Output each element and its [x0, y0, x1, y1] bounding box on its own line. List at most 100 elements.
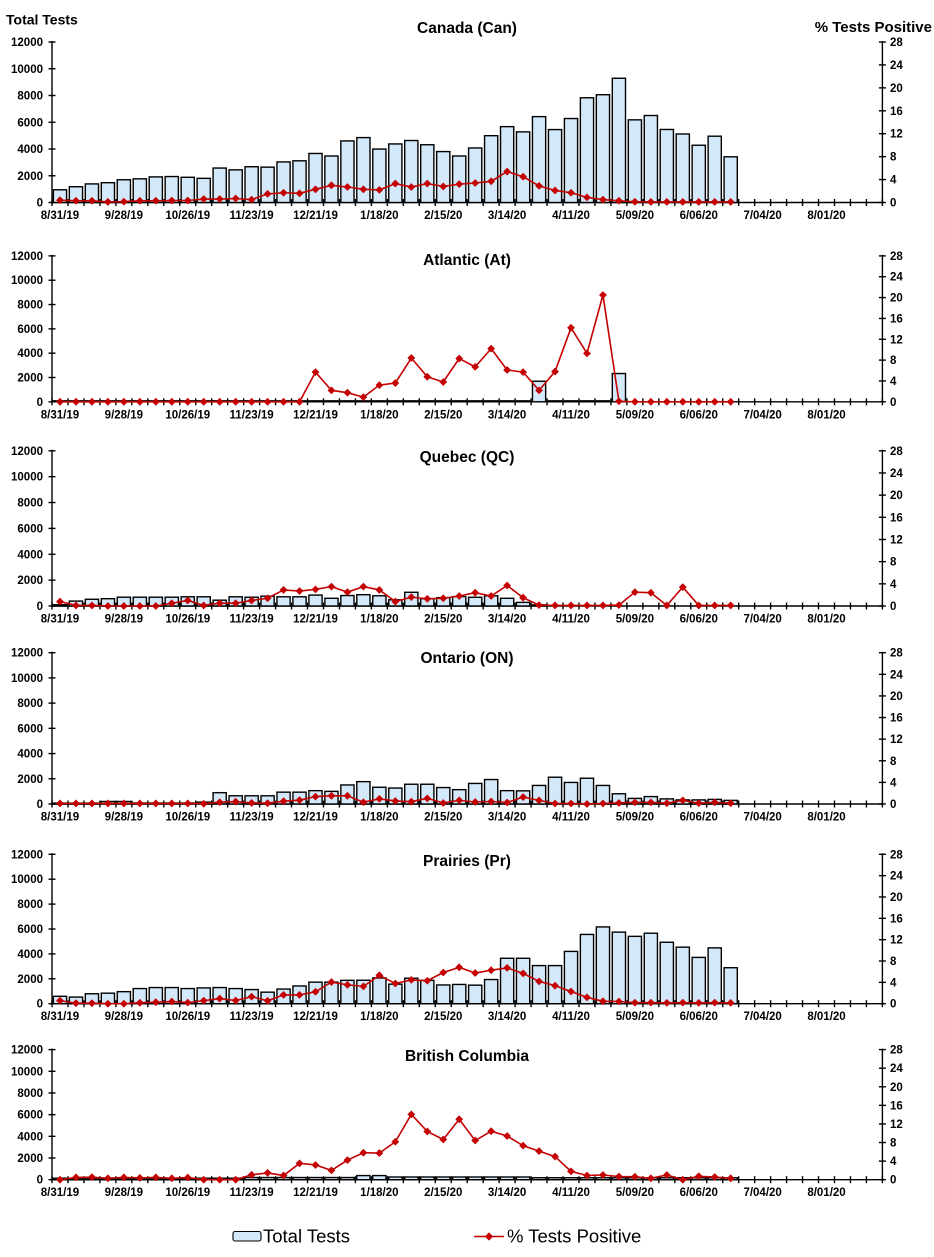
svg-text:4/11/20: 4/11/20	[552, 210, 590, 222]
svg-text:0: 0	[890, 799, 896, 811]
svg-text:24: 24	[890, 871, 903, 883]
svg-text:24: 24	[890, 669, 903, 681]
svg-text:4: 4	[890, 175, 897, 187]
svg-text:12: 12	[890, 935, 903, 947]
svg-text:10000: 10000	[11, 874, 43, 886]
svg-text:8000: 8000	[17, 300, 43, 312]
svg-text:8/31/19: 8/31/19	[41, 1187, 79, 1199]
svg-text:1/18/20: 1/18/20	[360, 409, 398, 421]
svg-text:6/06/20: 6/06/20	[680, 409, 718, 421]
svg-text:2/15/20: 2/15/20	[424, 812, 462, 824]
svg-text:4000: 4000	[17, 1131, 43, 1143]
svg-text:% Tests Positive: % Tests Positive	[507, 1226, 641, 1247]
svg-text:0: 0	[890, 999, 896, 1011]
svg-text:2/15/20: 2/15/20	[424, 210, 462, 222]
svg-text:12/21/19: 12/21/19	[293, 210, 338, 222]
svg-text:3/14/20: 3/14/20	[488, 1187, 526, 1199]
svg-text:3/14/20: 3/14/20	[488, 210, 526, 222]
svg-text:2000: 2000	[17, 575, 43, 587]
svg-text:2/15/20: 2/15/20	[424, 614, 462, 626]
svg-text:1/18/20: 1/18/20	[360, 1187, 398, 1199]
svg-text:10000: 10000	[11, 673, 43, 685]
svg-text:8: 8	[890, 1138, 897, 1150]
svg-text:4/11/20: 4/11/20	[552, 812, 590, 824]
svg-text:6/06/20: 6/06/20	[680, 812, 718, 824]
svg-text:5/09/20: 5/09/20	[616, 614, 654, 626]
svg-text:7/04/20: 7/04/20	[743, 1187, 781, 1199]
svg-text:8/31/19: 8/31/19	[41, 1011, 79, 1023]
svg-text:7/04/20: 7/04/20	[743, 1011, 781, 1023]
svg-text:12000: 12000	[11, 251, 43, 263]
svg-text:8/31/19: 8/31/19	[41, 210, 79, 222]
svg-text:4000: 4000	[17, 348, 43, 360]
svg-text:12/21/19: 12/21/19	[293, 1187, 338, 1199]
svg-text:2/15/20: 2/15/20	[424, 1011, 462, 1023]
svg-text:10/26/19: 10/26/19	[165, 210, 210, 222]
svg-text:12/21/19: 12/21/19	[293, 812, 338, 824]
svg-text:10/26/19: 10/26/19	[165, 614, 210, 626]
svg-text:16: 16	[890, 313, 903, 325]
svg-text:7/04/20: 7/04/20	[743, 614, 781, 626]
svg-text:12000: 12000	[11, 1045, 43, 1057]
svg-text:12: 12	[890, 734, 903, 746]
svg-text:8/01/20: 8/01/20	[807, 1187, 845, 1199]
svg-text:20: 20	[890, 490, 903, 502]
svg-text:2/15/20: 2/15/20	[424, 409, 462, 421]
svg-text:5/09/20: 5/09/20	[616, 1187, 654, 1199]
svg-text:0: 0	[37, 1175, 43, 1187]
svg-text:8: 8	[890, 756, 897, 768]
svg-text:28: 28	[890, 1045, 903, 1057]
svg-text:Canada (Can): Canada (Can)	[417, 20, 517, 37]
svg-text:28: 28	[890, 37, 903, 49]
svg-text:6000: 6000	[17, 1110, 43, 1122]
svg-text:12: 12	[890, 129, 903, 141]
svg-text:9/28/19: 9/28/19	[105, 409, 143, 421]
svg-text:6/06/20: 6/06/20	[680, 1011, 718, 1023]
svg-text:8/01/20: 8/01/20	[807, 210, 845, 222]
svg-text:10000: 10000	[11, 1066, 43, 1078]
svg-text:12/21/19: 12/21/19	[293, 409, 338, 421]
svg-text:12000: 12000	[11, 849, 43, 861]
svg-text:6000: 6000	[17, 723, 43, 735]
svg-text:7/04/20: 7/04/20	[743, 409, 781, 421]
svg-text:24: 24	[890, 468, 903, 480]
svg-text:2/15/20: 2/15/20	[424, 1187, 462, 1199]
svg-text:20: 20	[890, 691, 903, 703]
svg-text:1/18/20: 1/18/20	[360, 1011, 398, 1023]
svg-text:2000: 2000	[17, 372, 43, 384]
svg-text:3/14/20: 3/14/20	[488, 409, 526, 421]
svg-text:16: 16	[890, 913, 903, 925]
svg-text:9/28/19: 9/28/19	[105, 1011, 143, 1023]
svg-text:8/01/20: 8/01/20	[807, 409, 845, 421]
svg-text:4000: 4000	[17, 749, 43, 761]
svg-text:6000: 6000	[17, 523, 43, 535]
svg-text:12/21/19: 12/21/19	[293, 614, 338, 626]
svg-text:6/06/20: 6/06/20	[680, 1187, 718, 1199]
svg-text:4000: 4000	[17, 949, 43, 961]
svg-text:7/04/20: 7/04/20	[743, 812, 781, 824]
svg-text:28: 28	[890, 446, 903, 458]
svg-text:British Columbia: British Columbia	[405, 1048, 529, 1065]
svg-text:11/23/19: 11/23/19	[230, 614, 274, 626]
svg-text:10000: 10000	[11, 64, 43, 76]
svg-text:1/18/20: 1/18/20	[360, 210, 398, 222]
svg-text:2000: 2000	[17, 774, 43, 786]
svg-text:16: 16	[890, 1100, 903, 1112]
svg-text:5/09/20: 5/09/20	[616, 1011, 654, 1023]
svg-text:12: 12	[890, 534, 903, 546]
svg-text:12: 12	[890, 334, 903, 346]
svg-text:10/26/19: 10/26/19	[165, 1011, 210, 1023]
svg-text:8: 8	[890, 956, 897, 968]
svg-text:20: 20	[890, 892, 903, 904]
svg-text:0: 0	[37, 799, 43, 811]
svg-text:3/14/20: 3/14/20	[488, 812, 526, 824]
svg-text:5/09/20: 5/09/20	[616, 210, 654, 222]
svg-text:0: 0	[37, 999, 43, 1011]
svg-text:4: 4	[890, 1156, 897, 1168]
svg-text:Quebec (QC): Quebec (QC)	[420, 449, 515, 466]
svg-text:28: 28	[890, 251, 903, 263]
svg-text:2000: 2000	[17, 974, 43, 986]
svg-text:16: 16	[890, 512, 903, 524]
svg-text:9/28/19: 9/28/19	[105, 812, 143, 824]
svg-text:11/23/19: 11/23/19	[230, 409, 274, 421]
